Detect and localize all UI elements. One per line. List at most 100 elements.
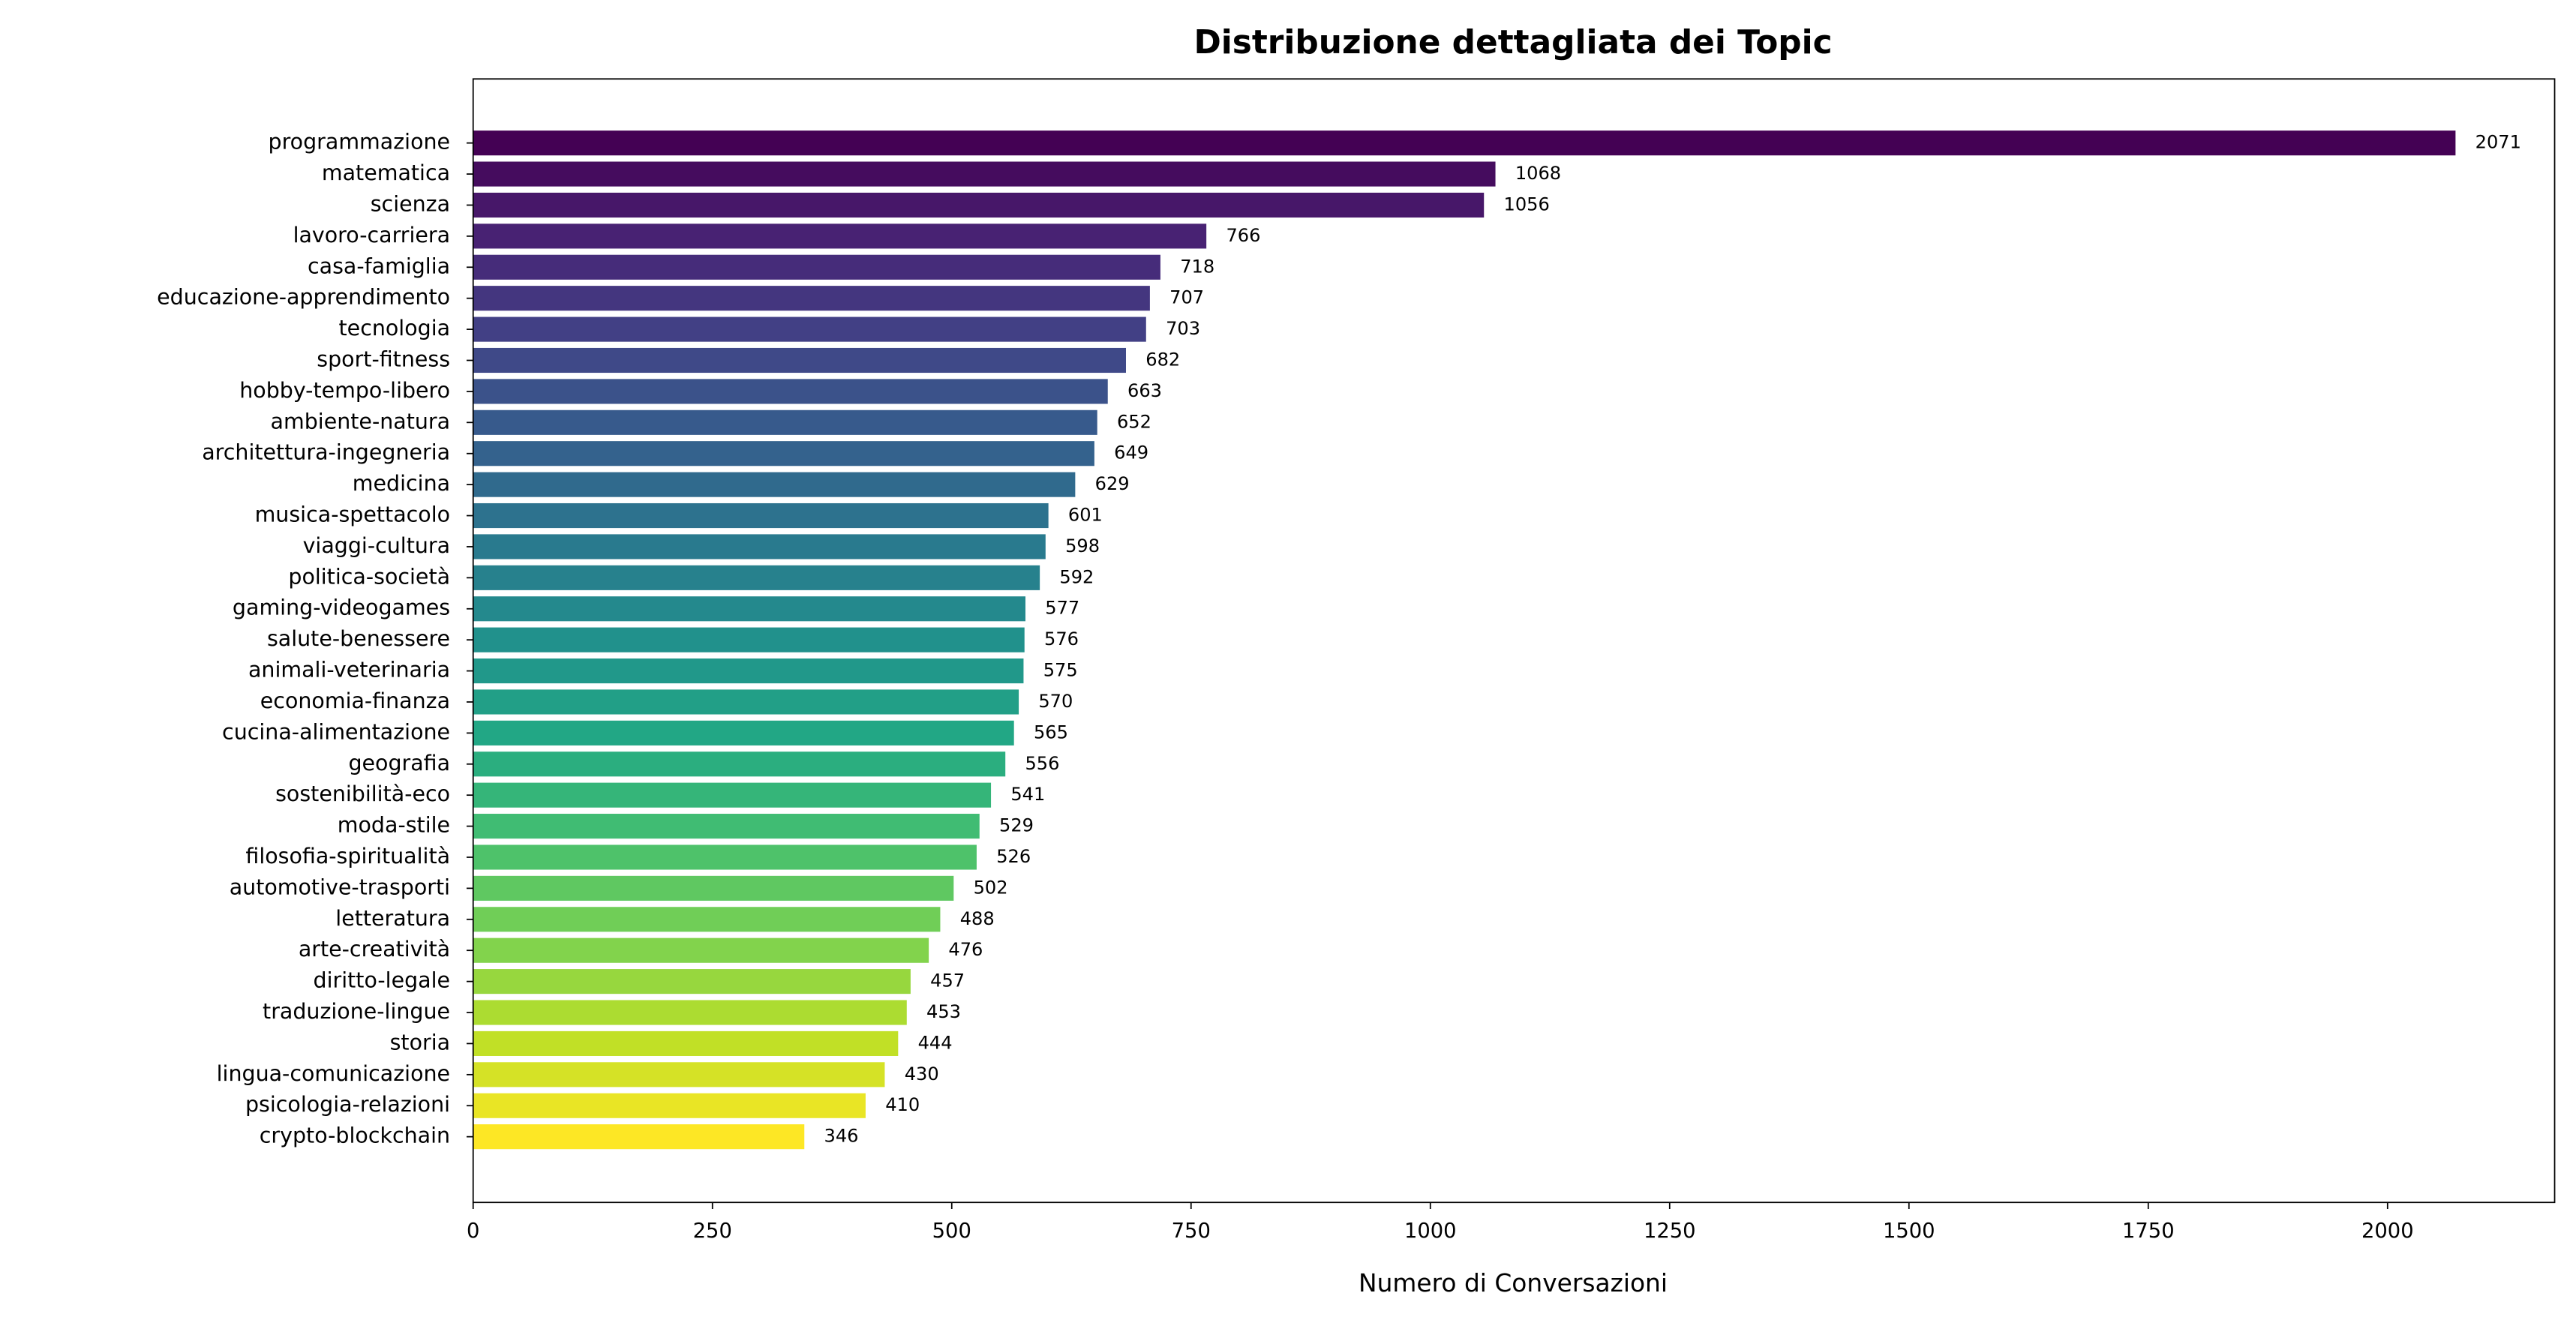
value-label: 575 [1043,660,1078,681]
bar [473,1000,907,1025]
value-label: 2071 [2475,132,2521,153]
value-label: 346 [824,1126,859,1147]
bar [473,1030,899,1056]
y-tick-label: letteratura [335,906,450,931]
value-label: 565 [1034,722,1068,742]
x-tick-label: 1750 [2122,1220,2175,1243]
y-tick-label: lingua-comunicazione [217,1061,450,1086]
bar [473,1093,866,1118]
bar [473,534,1046,560]
value-label: 444 [918,1032,953,1053]
value-label: 682 [1145,349,1180,370]
y-tick-label: matematica [322,160,450,185]
value-label: 652 [1117,411,1151,432]
value-label: 577 [1045,598,1079,619]
bar [473,379,1108,404]
x-tick-label: 1000 [1404,1220,1457,1243]
chart-title: Distribuzione dettagliata dei Topic [1193,23,1832,62]
y-tick-label: animali-veterinaria [248,658,450,682]
bar [473,130,2456,156]
value-label: 1056 [1504,194,1550,214]
y-tick-label: educazione-apprendimento [157,285,450,310]
value-label: 541 [1010,784,1045,805]
value-label: 457 [930,970,965,992]
bar [473,1124,805,1150]
y-tick-label: crypto-blockchain [260,1124,450,1148]
bar [473,969,911,994]
bar [473,938,929,963]
value-label: 453 [926,1001,961,1022]
x-tick-label: 500 [932,1220,971,1243]
value-label: 598 [1065,536,1100,556]
y-tick-label: traduzione-lingue [263,999,450,1024]
y-tick-label: medicina [353,471,450,496]
bar [473,752,1006,777]
value-label: 592 [1059,566,1094,587]
y-tick-label: viaggi-cultura [303,533,451,558]
bar [473,254,1160,280]
bar [473,627,1025,652]
y-tick-label: musica-spettacolo [255,502,450,527]
plot-frame [472,78,2556,1204]
y-tick-label: economia-finanza [260,688,450,713]
y-tick-label: lavoro-carriera [293,223,451,248]
value-label: 766 [1226,225,1260,246]
bar [473,782,992,808]
value-label: 529 [999,815,1034,836]
value-label: 410 [885,1094,920,1115]
y-tick-label: programmazione [269,130,451,154]
bar [473,472,1076,497]
bar [473,844,977,870]
y-tick-label: diritto-legale [314,968,451,993]
bar [473,410,1097,435]
value-label: 556 [1025,753,1059,774]
bar [473,875,954,901]
y-tick-label: tecnologia [339,316,451,340]
bar [473,347,1126,374]
bar [473,192,1485,218]
y-tick-label: architettura-ingegneria [202,440,450,465]
value-label: 649 [1114,442,1148,464]
bar [473,907,941,932]
bar [473,658,1024,684]
y-tick-label: automotive-trasporti [230,874,450,899]
x-tick-label: 0 [467,1220,479,1243]
y-tick-label: storia [390,1030,450,1054]
y-tick-label: sostenibilità-eco [275,782,450,806]
value-label: 526 [996,846,1031,867]
bar [473,224,1207,249]
y-tick-label: sport-fitness [317,346,450,371]
value-label: 1068 [1515,163,1561,184]
bar [473,316,1146,342]
value-label: 629 [1095,473,1130,494]
bar [473,286,1150,311]
y-tick-label: moda-stile [338,813,450,838]
value-label: 718 [1180,256,1214,277]
y-tick-label: arte-creatività [299,937,450,962]
y-tick-label: scienza [371,191,450,216]
y-tick-label: geografia [348,751,450,776]
y-tick-label: filosofia-spiritualità [245,844,450,868]
y-tick-label: salute-benessere [267,626,450,651]
value-label: 703 [1166,318,1200,339]
x-tick-label: 2000 [2361,1220,2414,1243]
value-label: 576 [1044,628,1079,650]
value-label: 476 [948,939,983,960]
bar [473,502,1049,529]
bar [473,596,1026,622]
bar [473,161,1496,187]
y-tick-label: cucina-alimentazione [222,719,450,744]
bar [473,565,1040,590]
y-tick-label: psicologia-relazioni [245,1092,450,1117]
value-label: 570 [1038,691,1073,712]
y-tick-label: gaming-videogames [233,596,450,620]
bar [473,441,1094,466]
y-tick-label: casa-famiglia [308,254,450,278]
x-tick-label: 250 [693,1220,732,1243]
y-tick-label: ambiente-natura [271,409,451,434]
x-tick-label: 750 [1172,1220,1211,1243]
value-label: 663 [1127,380,1162,401]
value-label: 601 [1068,505,1103,526]
